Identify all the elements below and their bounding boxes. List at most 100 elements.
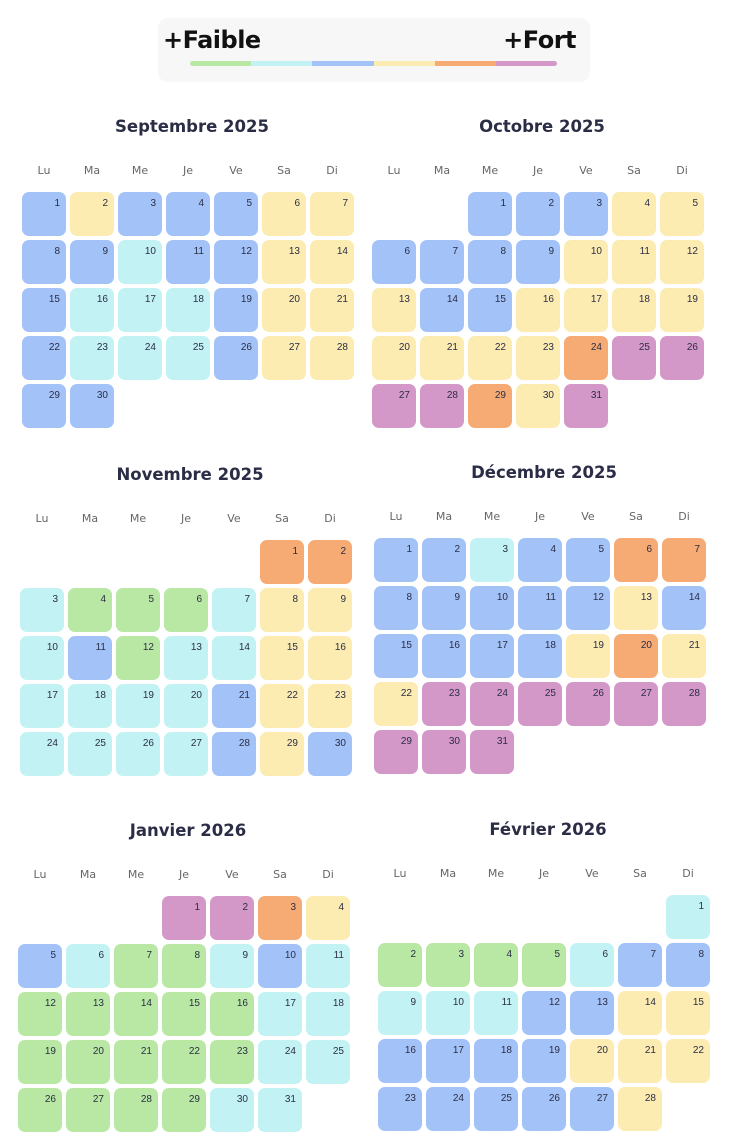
day-cell[interactable]: 10 <box>426 991 470 1035</box>
day-cell[interactable]: 11 <box>612 240 656 284</box>
day-cell[interactable]: 30 <box>70 384 114 428</box>
day-cell[interactable]: 3 <box>426 943 470 987</box>
day-cell[interactable]: 20 <box>262 288 306 332</box>
day-cell[interactable]: 5 <box>566 538 610 582</box>
day-cell[interactable]: 22 <box>666 1039 710 1083</box>
day-cell[interactable]: 4 <box>518 538 562 582</box>
day-cell[interactable]: 17 <box>118 288 162 332</box>
day-cell[interactable]: 24 <box>118 336 162 380</box>
day-cell[interactable]: 29 <box>22 384 66 428</box>
day-cell[interactable]: 8 <box>260 588 304 632</box>
day-cell[interactable]: 30 <box>422 730 466 774</box>
day-cell[interactable]: 22 <box>260 684 304 728</box>
day-cell[interactable]: 3 <box>564 192 608 236</box>
day-cell[interactable]: 18 <box>612 288 656 332</box>
day-cell[interactable]: 2 <box>210 896 254 940</box>
day-cell[interactable]: 7 <box>114 944 158 988</box>
day-cell[interactable]: 30 <box>210 1088 254 1132</box>
day-cell[interactable]: 14 <box>618 991 662 1035</box>
day-cell[interactable]: 11 <box>306 944 350 988</box>
day-cell[interactable]: 12 <box>522 991 566 1035</box>
day-cell[interactable]: 2 <box>422 538 466 582</box>
day-cell[interactable]: 15 <box>666 991 710 1035</box>
day-cell[interactable]: 12 <box>214 240 258 284</box>
day-cell[interactable]: 1 <box>162 896 206 940</box>
day-cell[interactable]: 23 <box>378 1087 422 1131</box>
day-cell[interactable]: 12 <box>566 586 610 630</box>
day-cell[interactable]: 27 <box>262 336 306 380</box>
day-cell[interactable]: 28 <box>662 682 706 726</box>
day-cell[interactable]: 12 <box>116 636 160 680</box>
day-cell[interactable]: 18 <box>518 634 562 678</box>
day-cell[interactable]: 26 <box>566 682 610 726</box>
day-cell[interactable]: 19 <box>566 634 610 678</box>
day-cell[interactable]: 20 <box>570 1039 614 1083</box>
day-cell[interactable]: 11 <box>474 991 518 1035</box>
day-cell[interactable]: 28 <box>420 384 464 428</box>
day-cell[interactable]: 31 <box>564 384 608 428</box>
day-cell[interactable]: 2 <box>516 192 560 236</box>
day-cell[interactable]: 15 <box>162 992 206 1036</box>
day-cell[interactable]: 22 <box>468 336 512 380</box>
day-cell[interactable]: 27 <box>570 1087 614 1131</box>
day-cell[interactable]: 17 <box>564 288 608 332</box>
day-cell[interactable]: 21 <box>618 1039 662 1083</box>
day-cell[interactable]: 4 <box>68 588 112 632</box>
day-cell[interactable]: 20 <box>66 1040 110 1084</box>
day-cell[interactable]: 9 <box>70 240 114 284</box>
day-cell[interactable]: 8 <box>468 240 512 284</box>
day-cell[interactable]: 29 <box>468 384 512 428</box>
day-cell[interactable]: 21 <box>420 336 464 380</box>
day-cell[interactable]: 6 <box>614 538 658 582</box>
day-cell[interactable]: 21 <box>310 288 354 332</box>
day-cell[interactable]: 29 <box>374 730 418 774</box>
day-cell[interactable]: 27 <box>372 384 416 428</box>
day-cell[interactable]: 9 <box>516 240 560 284</box>
day-cell[interactable]: 4 <box>474 943 518 987</box>
day-cell[interactable]: 7 <box>420 240 464 284</box>
day-cell[interactable]: 22 <box>162 1040 206 1084</box>
day-cell[interactable]: 24 <box>470 682 514 726</box>
day-cell[interactable]: 18 <box>474 1039 518 1083</box>
day-cell[interactable]: 1 <box>374 538 418 582</box>
day-cell[interactable]: 6 <box>262 192 306 236</box>
day-cell[interactable]: 7 <box>662 538 706 582</box>
day-cell[interactable]: 3 <box>20 588 64 632</box>
day-cell[interactable]: 31 <box>258 1088 302 1132</box>
day-cell[interactable]: 26 <box>116 732 160 776</box>
day-cell[interactable]: 6 <box>372 240 416 284</box>
day-cell[interactable]: 10 <box>470 586 514 630</box>
day-cell[interactable]: 13 <box>614 586 658 630</box>
day-cell[interactable]: 25 <box>306 1040 350 1084</box>
day-cell[interactable]: 11 <box>166 240 210 284</box>
day-cell[interactable]: 5 <box>522 943 566 987</box>
day-cell[interactable]: 1 <box>666 895 710 939</box>
day-cell[interactable]: 23 <box>422 682 466 726</box>
day-cell[interactable]: 9 <box>210 944 254 988</box>
day-cell[interactable]: 15 <box>22 288 66 332</box>
day-cell[interactable]: 28 <box>114 1088 158 1132</box>
day-cell[interactable]: 28 <box>310 336 354 380</box>
day-cell[interactable]: 3 <box>118 192 162 236</box>
day-cell[interactable]: 19 <box>18 1040 62 1084</box>
day-cell[interactable]: 20 <box>164 684 208 728</box>
day-cell[interactable]: 19 <box>214 288 258 332</box>
day-cell[interactable]: 27 <box>164 732 208 776</box>
day-cell[interactable]: 6 <box>66 944 110 988</box>
day-cell[interactable]: 17 <box>426 1039 470 1083</box>
day-cell[interactable]: 10 <box>118 240 162 284</box>
day-cell[interactable]: 21 <box>662 634 706 678</box>
day-cell[interactable]: 14 <box>420 288 464 332</box>
day-cell[interactable]: 30 <box>516 384 560 428</box>
day-cell[interactable]: 8 <box>22 240 66 284</box>
day-cell[interactable]: 23 <box>516 336 560 380</box>
day-cell[interactable]: 1 <box>22 192 66 236</box>
day-cell[interactable]: 16 <box>422 634 466 678</box>
day-cell[interactable]: 5 <box>116 588 160 632</box>
day-cell[interactable]: 8 <box>162 944 206 988</box>
day-cell[interactable]: 22 <box>22 336 66 380</box>
day-cell[interactable]: 14 <box>114 992 158 1036</box>
day-cell[interactable]: 29 <box>162 1088 206 1132</box>
day-cell[interactable]: 9 <box>422 586 466 630</box>
day-cell[interactable]: 11 <box>68 636 112 680</box>
